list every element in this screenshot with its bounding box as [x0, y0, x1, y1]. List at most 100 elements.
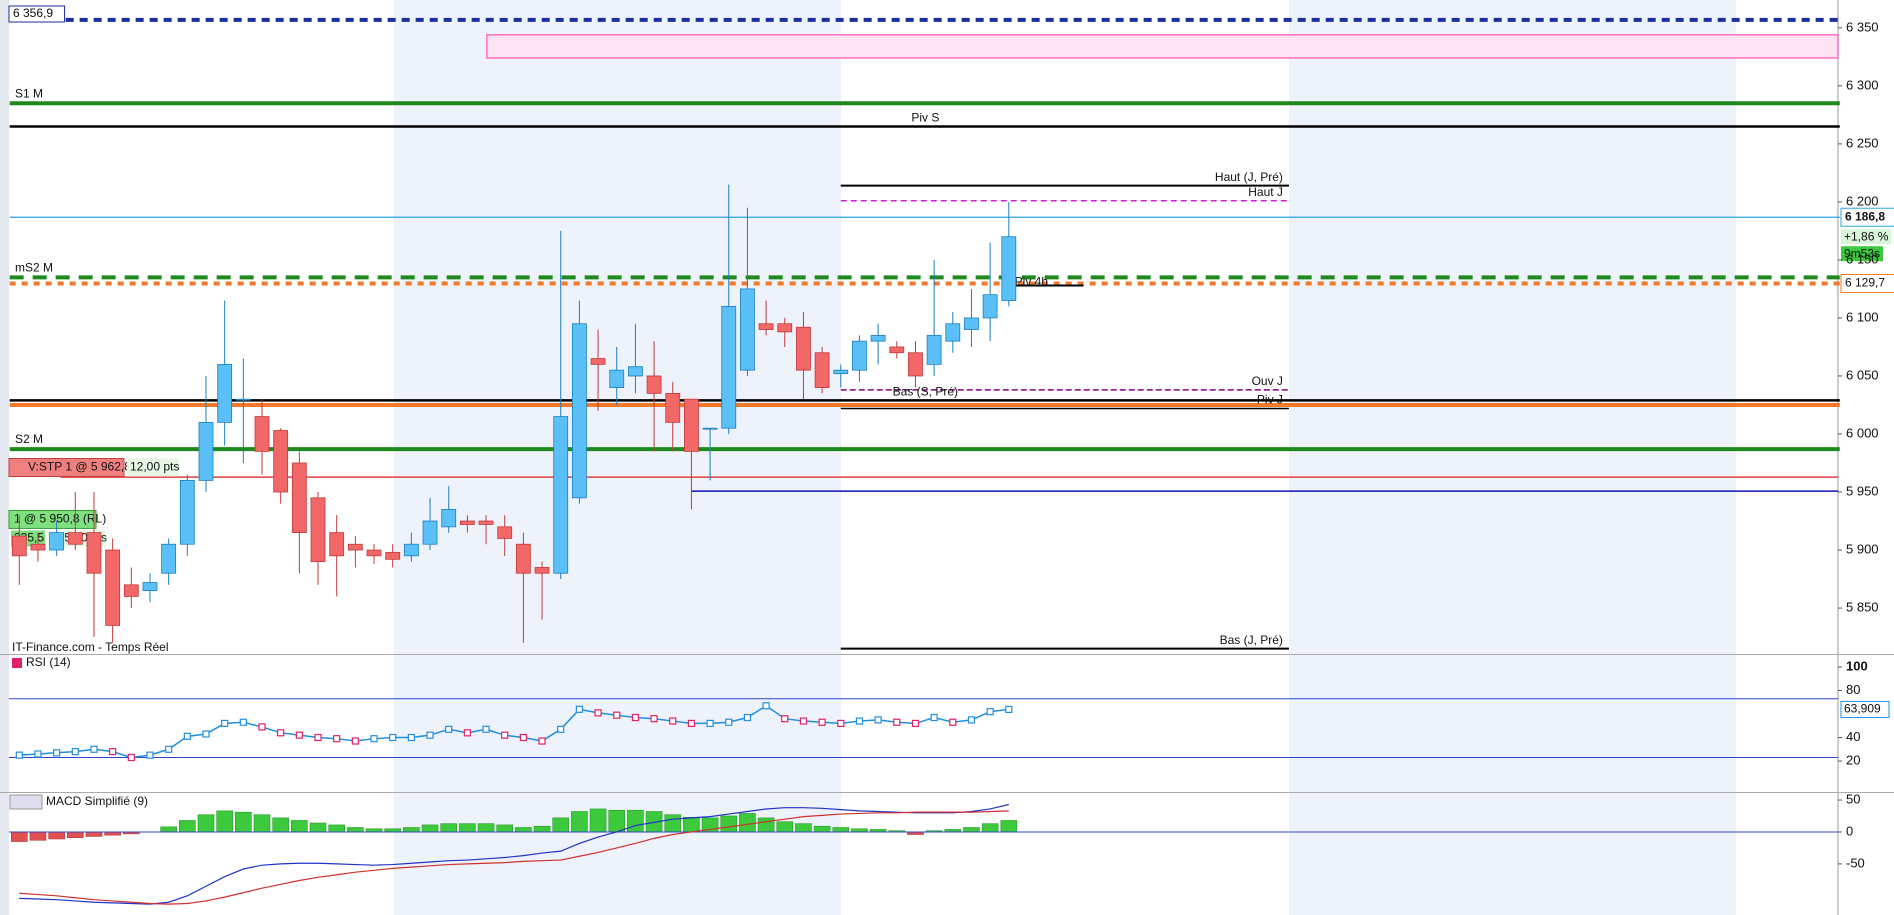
rsi-tag-label: 63,909 — [1844, 702, 1881, 716]
candle-body — [142, 582, 158, 592]
candle-body — [777, 323, 793, 333]
rsi-point — [15, 751, 23, 759]
rsi-point — [389, 733, 397, 742]
candle-body — [740, 288, 755, 371]
candle-body — [926, 334, 942, 365]
macd-bar — [683, 816, 700, 833]
candle-body — [459, 520, 475, 525]
macd-bar — [29, 831, 47, 841]
candle-body — [422, 520, 438, 545]
macd-bar — [1000, 820, 1018, 833]
y-tick-label: 40 — [1846, 729, 1860, 744]
session-shade — [394, 0, 841, 915]
macd-bar — [272, 817, 289, 833]
candle-body — [105, 549, 121, 626]
candle-body — [852, 340, 867, 371]
rsi-point — [34, 750, 42, 758]
rsi-point — [743, 713, 752, 722]
rsi-point — [631, 713, 640, 722]
rsi-point — [165, 745, 173, 753]
macd-bar — [496, 824, 514, 833]
candle-body — [403, 543, 419, 557]
change-label: +1,86 % — [1844, 229, 1889, 243]
candle-body — [1001, 236, 1017, 301]
y-tick-label: 6 200 — [1846, 193, 1879, 208]
rsi-point — [725, 718, 733, 726]
price-tag-label: 6 129,7 — [1845, 276, 1885, 290]
order-distance: 12,00 pts — [130, 460, 179, 474]
rsi-point — [501, 731, 509, 739]
candle-body — [123, 584, 139, 597]
candle-body — [534, 567, 550, 574]
candle-body — [385, 551, 401, 560]
candle-body — [665, 392, 681, 423]
rsi-point — [557, 725, 565, 733]
macd-bar — [533, 825, 551, 833]
candle-body — [982, 294, 998, 319]
candle-body — [179, 480, 195, 545]
candle-body — [441, 509, 457, 528]
y-tick-label: -50 — [1846, 855, 1865, 870]
candle-body — [908, 352, 923, 377]
macd-bar — [216, 810, 233, 833]
rsi-point — [594, 709, 602, 717]
macd-bar — [403, 827, 420, 833]
y-tick-label: 6 250 — [1846, 135, 1879, 150]
signal-line — [19, 810, 1009, 905]
order-box — [8, 457, 125, 477]
rsi-point — [53, 749, 61, 757]
rsi-point — [837, 719, 845, 728]
rsi-point — [687, 719, 696, 728]
rsi-point — [183, 732, 191, 740]
rsi-point — [109, 748, 117, 756]
macd-bar — [981, 823, 999, 833]
macd-bar — [235, 811, 252, 833]
macd-bar — [720, 815, 738, 833]
price-tag-label: 6 186,8 — [1845, 209, 1885, 223]
macd-bar — [552, 817, 570, 833]
level-label: Bas (S, Pré) — [893, 385, 958, 399]
y-tick-label: 80 — [1846, 682, 1860, 697]
macd-bar — [48, 831, 65, 840]
rsi-point — [295, 731, 303, 739]
rsi-tag — [1840, 700, 1890, 718]
rsi-point — [90, 745, 98, 753]
macd-bar — [757, 817, 775, 833]
rsi-point — [893, 718, 901, 726]
macd-bar — [515, 827, 532, 833]
macd-bar — [571, 811, 588, 833]
candle-body — [646, 375, 662, 394]
candle-body — [478, 520, 494, 525]
rsi-point — [519, 733, 527, 742]
rsi-point — [463, 729, 471, 737]
rsi-point — [1005, 705, 1013, 714]
rsi-point — [71, 748, 79, 756]
rsi-point — [986, 708, 994, 716]
candle-body — [217, 363, 233, 423]
level-label: Bas (J, Pré) — [1220, 633, 1283, 647]
candle-body — [515, 543, 531, 574]
candle-body — [273, 430, 289, 493]
rsi-point — [482, 725, 490, 733]
rsi-point — [762, 702, 770, 710]
macd-bar — [795, 823, 812, 833]
rsi-point — [426, 731, 434, 739]
candle-body — [86, 532, 102, 574]
candle-body — [347, 543, 363, 551]
rsi-point — [650, 715, 658, 723]
candle-body — [11, 535, 27, 557]
macd-bar — [421, 824, 439, 833]
macd-line — [19, 803, 1009, 905]
rsi-point — [781, 715, 789, 723]
rsi-point — [911, 719, 920, 728]
rsi-point — [669, 717, 677, 725]
candle-body — [590, 358, 606, 365]
y-tick-label: 5 900 — [1846, 541, 1879, 556]
y-tick-label: 6 150 — [1846, 251, 1879, 266]
y-tick-label: 6 000 — [1846, 425, 1879, 440]
macd-bar — [11, 831, 28, 842]
candle-body — [67, 532, 83, 545]
change-tag — [1841, 229, 1891, 245]
rsi-point — [221, 719, 229, 728]
y-tick-label: 6 100 — [1846, 309, 1879, 324]
